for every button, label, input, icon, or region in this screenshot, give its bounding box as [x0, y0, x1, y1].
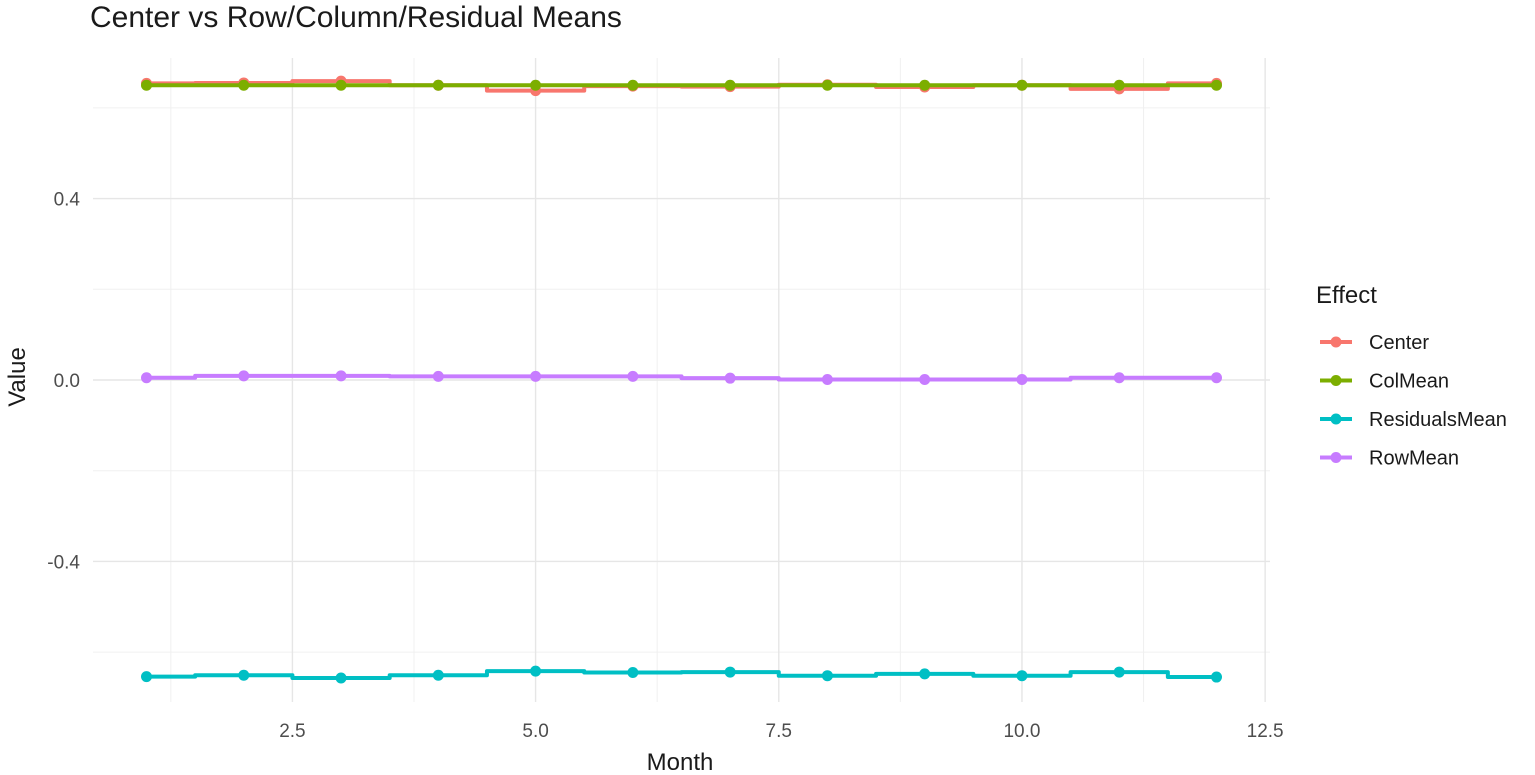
legend-label: ResidualsMean: [1369, 409, 1507, 431]
legend-label: Center: [1369, 332, 1429, 354]
data-point: [1016, 374, 1028, 386]
series-colmean: [141, 79, 1222, 91]
data-point: [1016, 670, 1028, 682]
data-point: [919, 79, 931, 91]
data-point: [432, 669, 444, 681]
data-point: [432, 79, 444, 91]
legend-item-center: Center: [1320, 332, 1429, 354]
x-tick-label: 10.0: [1003, 721, 1040, 742]
x-tick-label: 12.5: [1247, 721, 1284, 742]
x-tick-label: 2.5: [279, 721, 305, 742]
chart-title: Center vs Row/Column/Residual Means: [90, 1, 622, 34]
data-point: [335, 370, 347, 382]
legend: Effect Center ColMean ResidualsMean RowMean: [1316, 282, 1507, 470]
data-point: [1211, 372, 1222, 384]
series-lines: [141, 75, 1222, 684]
x-axis-title: Month: [647, 749, 714, 775]
axis-ticks: 2.5 5.0 7.5 10.0 12.5 -0.4 0.0 0.4: [47, 190, 1283, 742]
y-axis-title: Value: [4, 347, 31, 407]
data-point: [919, 374, 931, 386]
data-point: [530, 79, 542, 91]
data-point: [919, 668, 931, 680]
legend-label: RowMean: [1369, 448, 1459, 470]
data-point: [1113, 666, 1125, 678]
legend-key-point: [1330, 413, 1342, 425]
data-point: [1113, 79, 1125, 91]
legend-key-point: [1330, 336, 1342, 348]
x-tick-label: 7.5: [766, 721, 792, 742]
data-point: [1016, 79, 1028, 91]
series-residualsmean: [141, 665, 1222, 684]
y-tick-label: 0.4: [54, 190, 81, 211]
x-tick-label: 5.0: [522, 721, 548, 742]
data-point: [627, 370, 639, 382]
data-point: [724, 79, 736, 91]
data-point: [627, 79, 639, 91]
data-point: [627, 667, 639, 679]
data-point: [238, 79, 250, 91]
data-point: [432, 370, 444, 382]
data-point: [335, 672, 347, 684]
data-point: [1211, 79, 1222, 91]
data-point: [238, 370, 250, 382]
data-point: [1113, 372, 1125, 384]
data-point: [724, 372, 736, 384]
data-point: [141, 372, 152, 384]
data-point: [335, 79, 347, 91]
data-point: [1211, 671, 1222, 683]
legend-item-residualsmean: ResidualsMean: [1320, 409, 1507, 431]
data-point: [530, 665, 542, 677]
legend-label: ColMean: [1369, 371, 1449, 393]
legend-key-point: [1330, 452, 1342, 463]
y-tick-label: 0.0: [54, 371, 80, 392]
series-line: [146, 669, 1217, 680]
data-point: [141, 671, 152, 683]
legend-key-point: [1330, 375, 1342, 386]
legend-title: Effect: [1316, 282, 1377, 309]
legend-item-rowmean: RowMean: [1320, 448, 1459, 470]
data-point: [724, 666, 736, 678]
series-line: [146, 373, 1217, 382]
series-rowmean: [141, 370, 1222, 386]
data-point: [141, 79, 152, 91]
data-point: [821, 670, 833, 682]
data-point: [821, 374, 833, 386]
legend-item-colmean: ColMean: [1320, 371, 1449, 393]
y-tick-label: -0.4: [47, 552, 80, 573]
data-point: [821, 79, 833, 91]
data-point: [238, 669, 250, 681]
data-point: [530, 370, 542, 382]
